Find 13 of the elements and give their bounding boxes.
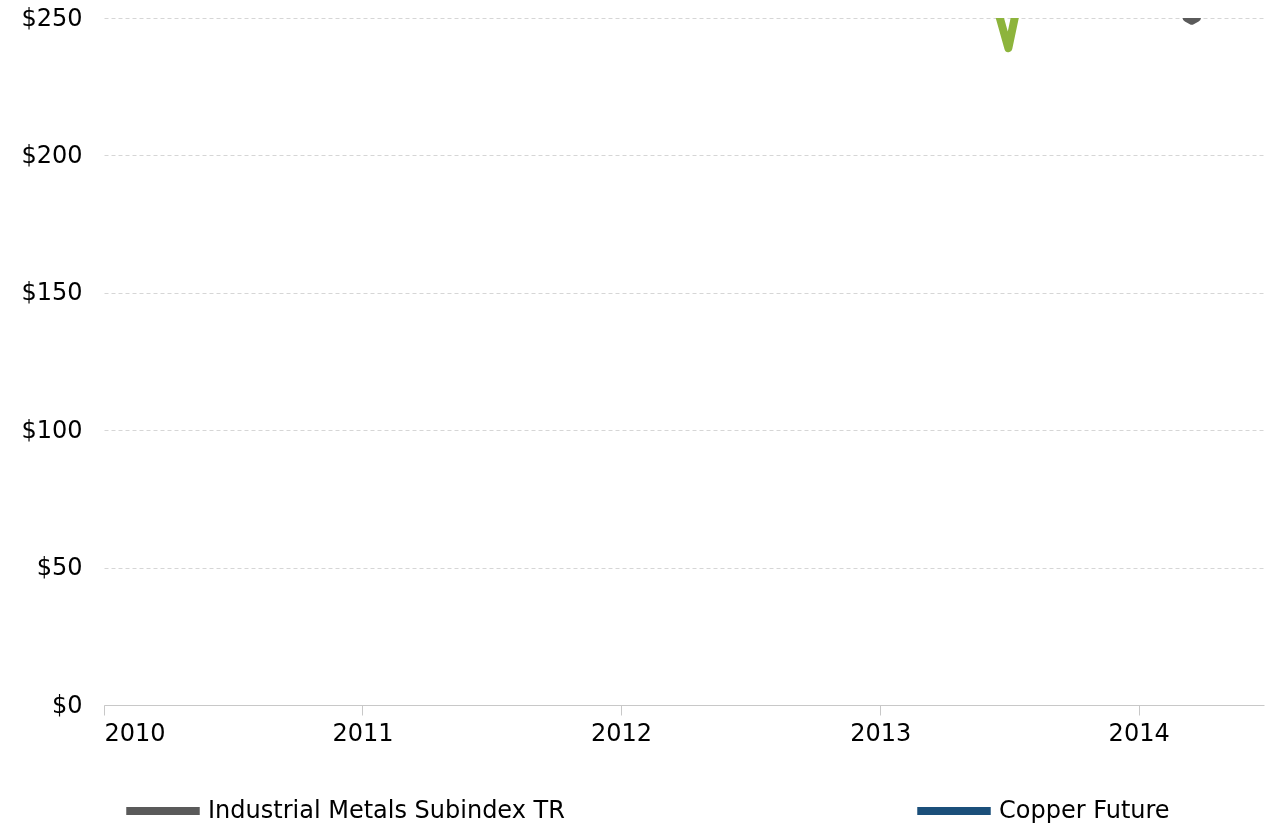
legend-label: Industrial Metals Subindex TR: [208, 796, 565, 824]
y-tick-label: $150: [21, 278, 83, 307]
y-tick-label: $0: [51, 690, 83, 719]
y-tick-label: $100: [21, 415, 83, 444]
x-tick-label: 2010: [104, 718, 166, 747]
y-tick-label: $50: [36, 553, 83, 582]
x-tick-label: 2012: [590, 718, 653, 747]
x-tick-label: 2014: [1108, 718, 1170, 747]
y-tick-label: $200: [21, 140, 83, 169]
y-tick-label: $250: [21, 3, 83, 32]
legend-label: Copper Future: [999, 796, 1170, 824]
x-tick-label: 2013: [850, 718, 912, 747]
x-tick-label: 2011: [332, 718, 394, 747]
